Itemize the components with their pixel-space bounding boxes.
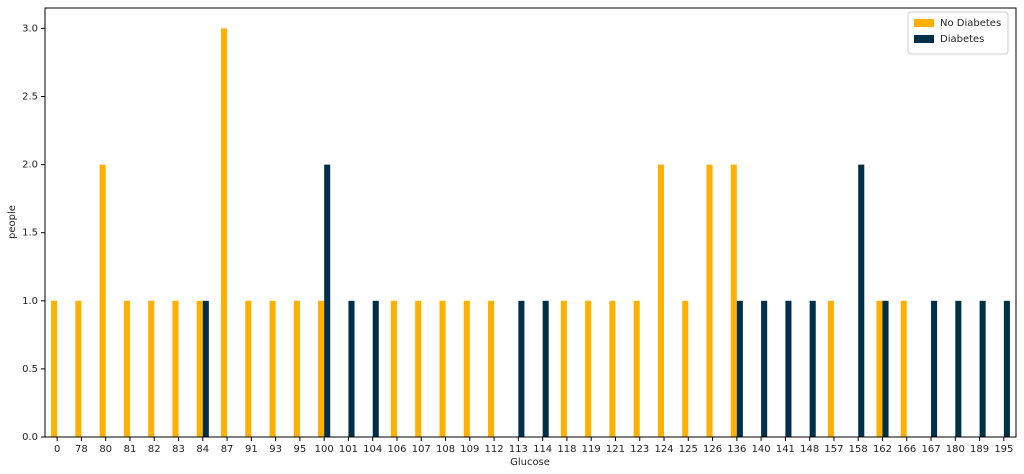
x-tick-label: 157 xyxy=(824,444,843,455)
x-tick-label: 91 xyxy=(245,444,258,455)
legend-swatch xyxy=(914,19,934,27)
bar xyxy=(633,300,640,437)
x-tick-label: 167 xyxy=(921,444,940,455)
bar xyxy=(979,300,986,437)
bar xyxy=(75,300,82,437)
x-tick-label: 108 xyxy=(436,444,455,455)
bar xyxy=(324,164,331,437)
x-tick-label: 158 xyxy=(849,444,868,455)
x-tick-label: 0 xyxy=(54,444,60,455)
x-tick-label: 136 xyxy=(727,444,746,455)
bar xyxy=(682,300,689,437)
bar xyxy=(657,164,665,437)
x-tick-label: 114 xyxy=(533,444,552,455)
y-axis-label: people xyxy=(7,205,18,239)
bar xyxy=(858,164,865,437)
legend-label: Diabetes xyxy=(940,34,984,45)
x-tick-label: 126 xyxy=(703,444,722,455)
bar xyxy=(560,300,567,437)
bar xyxy=(293,300,300,437)
x-tick-label: 80 xyxy=(99,444,112,455)
bar xyxy=(220,28,228,438)
x-tick-label: 124 xyxy=(654,444,673,455)
x-tick-label: 109 xyxy=(460,444,479,455)
bar xyxy=(488,300,495,437)
legend-swatch xyxy=(914,35,934,43)
x-tick-label: 101 xyxy=(339,444,358,455)
bar xyxy=(348,300,355,437)
bar xyxy=(876,300,883,437)
bar xyxy=(609,300,616,437)
x-tick-label: 148 xyxy=(800,444,819,455)
bar xyxy=(269,300,276,437)
bar xyxy=(1003,300,1010,437)
bar xyxy=(785,300,792,437)
bar xyxy=(809,300,816,437)
bar xyxy=(51,300,58,437)
bar xyxy=(542,300,549,437)
legend-label: No Diabetes xyxy=(940,18,1001,29)
x-tick-label: 95 xyxy=(294,444,307,455)
bar xyxy=(439,300,446,437)
x-tick-label: 113 xyxy=(509,444,528,455)
x-tick-label: 82 xyxy=(148,444,161,455)
plot-frame xyxy=(44,7,1017,438)
bar xyxy=(372,300,379,437)
x-tick-label: 118 xyxy=(557,444,576,455)
x-tick-label: 140 xyxy=(752,444,771,455)
x-tick-label: 93 xyxy=(269,444,282,455)
x-tick-label: 104 xyxy=(363,444,382,455)
y-tick-label: 2.0 xyxy=(22,160,38,171)
bar xyxy=(123,300,130,437)
y-tick-label: 1.0 xyxy=(22,296,38,307)
bar xyxy=(390,300,397,437)
bar xyxy=(463,300,470,437)
bar xyxy=(415,300,422,437)
x-tick-label: 180 xyxy=(946,444,965,455)
x-tick-label: 125 xyxy=(679,444,698,455)
y-tick-label: 3.0 xyxy=(22,23,38,34)
bar xyxy=(827,300,834,437)
x-tick-label: 166 xyxy=(897,444,916,455)
x-tick-label: 162 xyxy=(873,444,892,455)
x-tick-label: 112 xyxy=(485,444,504,455)
x-tick-label: 83 xyxy=(172,444,185,455)
x-tick-label: 106 xyxy=(387,444,406,455)
bar xyxy=(148,300,155,437)
bar xyxy=(706,164,713,437)
x-tick-label: 107 xyxy=(412,444,431,455)
x-tick-label: 119 xyxy=(582,444,601,455)
bar xyxy=(99,164,106,437)
bar xyxy=(761,300,768,437)
y-tick-label: 2.5 xyxy=(22,92,38,103)
y-tick-label: 0.0 xyxy=(22,432,38,443)
x-tick-label: 121 xyxy=(606,444,625,455)
bar xyxy=(172,300,179,437)
x-tick-label: 84 xyxy=(196,444,209,455)
bar xyxy=(955,300,962,437)
bar xyxy=(882,300,889,437)
bar xyxy=(736,300,743,437)
x-tick-label: 78 xyxy=(75,444,88,455)
bar xyxy=(196,300,203,437)
bar xyxy=(730,164,737,437)
bar xyxy=(318,300,325,437)
bar xyxy=(518,300,525,437)
bar xyxy=(202,300,209,437)
x-tick-label: 81 xyxy=(124,444,137,455)
x-tick-label: 141 xyxy=(776,444,795,455)
bar xyxy=(585,300,592,437)
x-tick-label: 87 xyxy=(221,444,234,455)
y-tick-label: 1.5 xyxy=(22,228,38,239)
x-tick-label: 100 xyxy=(315,444,334,455)
bar xyxy=(931,300,938,437)
bar xyxy=(900,300,907,437)
x-axis-label: Glucose xyxy=(510,457,550,468)
x-tick-label: 123 xyxy=(630,444,649,455)
x-tick-label: 189 xyxy=(970,444,989,455)
bar xyxy=(245,300,252,437)
x-tick-label: 195 xyxy=(994,444,1013,455)
y-tick-label: 0.5 xyxy=(22,364,38,375)
